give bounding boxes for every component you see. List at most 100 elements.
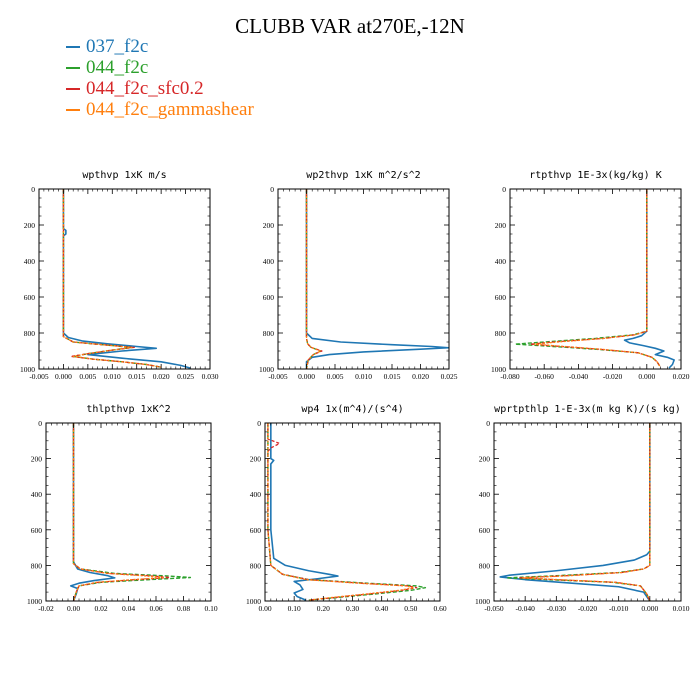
x-tick-label: 0.025	[441, 372, 458, 381]
y-tick-label: 0	[38, 419, 42, 428]
y-tick-label: 400	[263, 257, 275, 266]
y-tick-label: 400	[24, 257, 36, 266]
y-tick-label: 400	[250, 490, 262, 499]
legend-label: 044_f2c_gammashear	[86, 98, 254, 120]
legend-label: 037_f2c	[86, 35, 149, 57]
x-tick-label: 0.04	[122, 604, 135, 613]
chart-panel-1: wpthvp 1xK m/s -0.005 0.000 0.005 0.010 0.015…	[20, 170, 219, 381]
x-tick-label: 0.005	[79, 372, 96, 381]
x-tick-label: -0.060	[535, 372, 555, 381]
x-tick-label: -0.050	[484, 604, 504, 613]
y-tick-label: 1000	[491, 365, 506, 374]
legend-swatch	[66, 87, 80, 90]
y-tick-label: 1000	[20, 365, 35, 374]
x-tick-label: 0.40	[375, 604, 388, 613]
y-tick-label: 800	[495, 329, 507, 338]
x-tick-label: 0.015	[384, 372, 401, 381]
y-tick-label: 200	[479, 455, 491, 464]
x-tick-label: 0.030	[202, 372, 219, 381]
x-tick-label: 0.025	[177, 372, 194, 381]
series-line-044_f2c_gammashear	[267, 423, 415, 601]
series-line-044_f2c_sfc0.2	[529, 189, 662, 368]
x-tick-label: 0.30	[346, 604, 359, 613]
panel-title: wprtpthlp 1-E-3x(m kg K)/(s kg)	[494, 404, 681, 415]
x-tick-label: 0.000	[638, 372, 655, 381]
x-tick-label: 0.50	[404, 604, 417, 613]
y-tick-label: 200	[31, 455, 43, 464]
legend-swatch	[66, 108, 80, 111]
x-tick-label: 0.02	[94, 604, 107, 613]
y-tick-label: 1000	[259, 365, 274, 374]
x-tick-label: -0.005	[29, 372, 49, 381]
x-tick-label: 0.015	[128, 372, 145, 381]
series-line-044_f2c_gammashear	[305, 189, 322, 369]
x-tick-label: 0.020	[673, 372, 690, 381]
plot-frame	[38, 188, 211, 370]
y-tick-label: 400	[31, 490, 43, 499]
x-tick-label: 0.010	[673, 604, 690, 613]
figure-title: CLUBB VAR at270E,-12N	[235, 14, 465, 38]
series-line-044_f2c	[505, 423, 651, 601]
x-tick-label: -0.020	[603, 372, 623, 381]
legend-item-044-f2c-gammashear: 044_f2c_gammashear	[66, 99, 254, 120]
x-tick-label: 0.000	[55, 372, 72, 381]
y-tick-label: 600	[250, 526, 262, 535]
y-tick-label: 800	[250, 561, 262, 570]
series-line-044_f2c_sfc0.2	[305, 189, 323, 369]
panel-title: wpthvp 1xK m/s	[82, 170, 166, 181]
plot-frame	[264, 422, 441, 602]
x-tick-label: 0.08	[177, 604, 190, 613]
chart-panel-6: wprtpthlp 1-E-3x(m kg K)/(s kg) -0.050 -0.…	[475, 404, 690, 613]
y-tick-label: 600	[479, 526, 491, 535]
x-tick-label: -0.040	[515, 604, 535, 613]
series-line-037_f2c	[623, 189, 675, 369]
y-tick-label: 600	[263, 293, 275, 302]
y-tick-label: 200	[24, 221, 36, 230]
chart-panel-3: rtpthvp 1E-3x(kg/kg) K -0.080 -0.060 -0.040…	[491, 170, 690, 381]
y-tick-label: 200	[263, 221, 275, 230]
y-tick-label: 800	[31, 561, 43, 570]
y-tick-label: 0	[257, 419, 261, 428]
panel-title: thlpthvp 1xK^2	[86, 404, 170, 415]
y-tick-label: 1000	[246, 597, 261, 606]
x-tick-label: 0.00	[258, 604, 271, 613]
x-tick-label: 0.00	[67, 604, 80, 613]
x-tick-label: -0.005	[268, 372, 288, 381]
x-tick-label: -0.030	[547, 604, 567, 613]
x-tick-label: -0.040	[569, 372, 589, 381]
chart-panel-2: wp2thvp 1xK m^2/s^2 -0.005 0.000 0.005 0.010…	[259, 170, 458, 381]
y-tick-label: 600	[24, 293, 36, 302]
series-line-037_f2c	[69, 423, 116, 601]
x-tick-label: 0.20	[317, 604, 330, 613]
legend-label: 044_f2c	[86, 56, 149, 78]
y-tick-label: 1000	[475, 597, 490, 606]
y-tick-label: 400	[495, 257, 507, 266]
legend-swatch	[66, 45, 80, 48]
legend-swatch	[66, 66, 80, 69]
x-tick-label: -0.010	[609, 604, 629, 613]
legend-label: 044_f2c_sfc0.2	[86, 77, 204, 99]
y-tick-label: 800	[263, 329, 275, 338]
y-tick-label: 800	[479, 561, 491, 570]
y-tick-label: 0	[270, 185, 274, 194]
y-tick-label: 1000	[27, 597, 42, 606]
legend-item-044-f2c: 044_f2c	[66, 57, 254, 78]
legend-item-044-f2c-sfc0.2: 044_f2c_sfc0.2	[66, 78, 254, 99]
chart-panel-4: thlpthvp 1xK^2 -0.02 0.00 0.02 0.04 0.06 0.08 0…	[27, 404, 218, 613]
legend-item-037-f2c: 037_f2c	[66, 36, 254, 57]
x-tick-label: 0.000	[298, 372, 315, 381]
y-tick-label: 0	[502, 185, 506, 194]
panel-title: wp4 1x(m^4)/(s^4)	[301, 404, 403, 415]
x-tick-label: 0.005	[327, 372, 344, 381]
panel-title: rtpthvp 1E-3x(kg/kg) K	[529, 170, 661, 181]
series-line-044_f2c	[267, 423, 427, 601]
x-tick-label: 0.010	[355, 372, 372, 381]
x-tick-label: 0.000	[641, 604, 658, 613]
series-line-044_f2c_gammashear	[521, 423, 651, 601]
plot-frame	[277, 188, 450, 370]
series-line-037_f2c	[62, 189, 191, 369]
x-tick-label: -0.020	[578, 604, 598, 613]
panel-title: wp2thvp 1xK m^2/s^2	[306, 170, 420, 181]
y-tick-label: 200	[495, 221, 507, 230]
y-tick-label: 600	[31, 526, 43, 535]
